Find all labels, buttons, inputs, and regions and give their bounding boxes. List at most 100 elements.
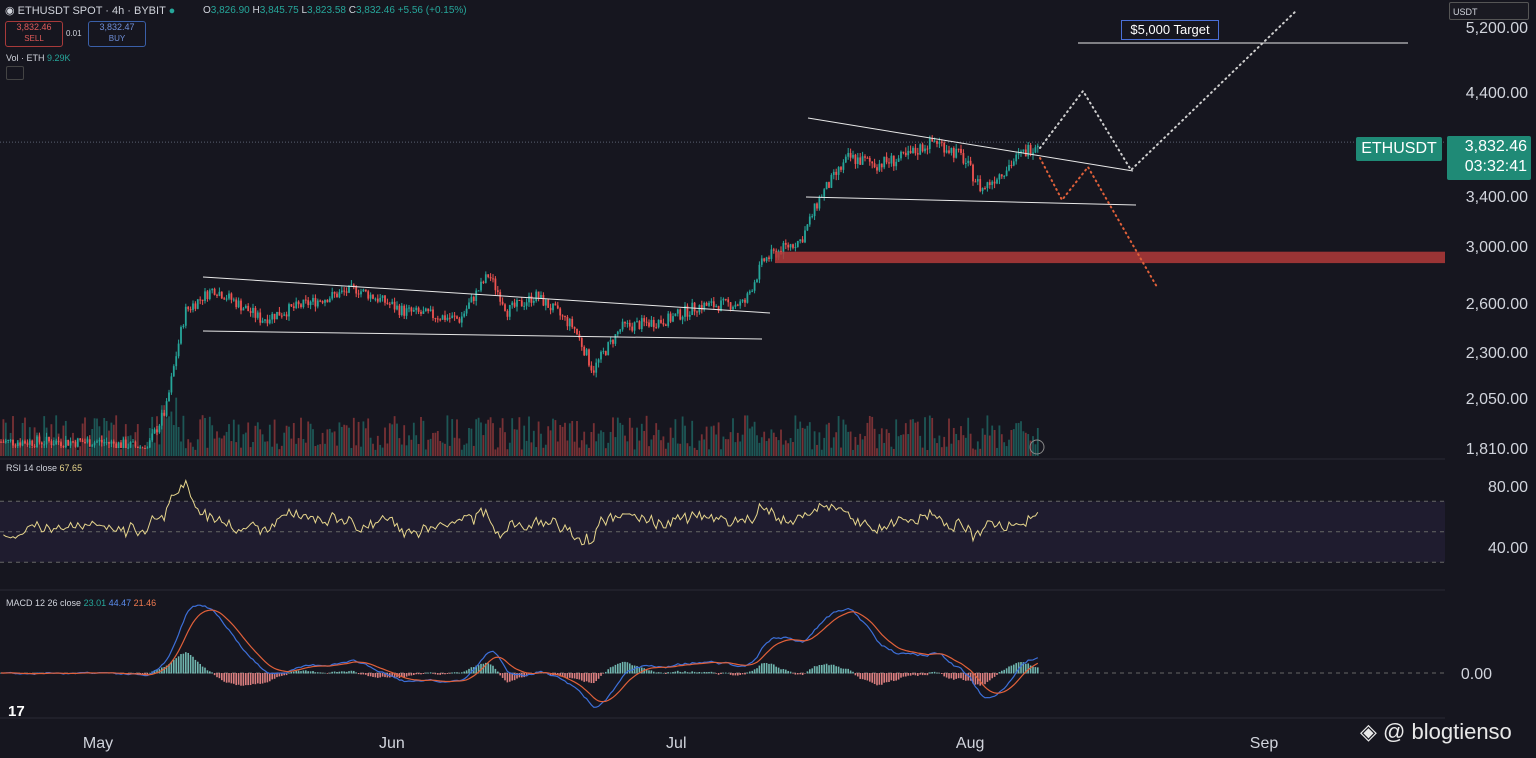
- candle-body: [768, 257, 770, 259]
- buy-button[interactable]: 3,832.47 BUY: [88, 21, 146, 47]
- volume-bar: [62, 425, 65, 456]
- volume-bar: [247, 422, 250, 456]
- macd-histogram-bar: [907, 673, 909, 676]
- volume-bar: [470, 428, 473, 456]
- macd-histogram-bar: [1027, 663, 1029, 674]
- candle-body: [211, 288, 214, 291]
- volume-bar: [712, 425, 715, 456]
- macd-histogram-bar: [276, 673, 278, 678]
- candle-body: [640, 318, 643, 330]
- candle-body: [4, 440, 7, 443]
- macd-histogram-bar: [189, 654, 192, 674]
- candle-body: [345, 291, 348, 293]
- volume-bar: [583, 431, 586, 456]
- candle-body: [828, 182, 830, 188]
- candle-body: [1000, 174, 1003, 177]
- candle-body: [276, 311, 278, 320]
- volume-bar: [818, 432, 821, 456]
- candle-body: [338, 292, 341, 298]
- candle-body: [208, 290, 211, 300]
- candle-body: [873, 163, 876, 168]
- currency-selector[interactable]: USDT: [1449, 2, 1529, 20]
- volume-bar: [2, 419, 5, 456]
- volume-bar: [871, 416, 874, 456]
- volume-bar: [720, 449, 722, 456]
- candle-body: [439, 319, 442, 321]
- macd-histogram-bar: [645, 669, 648, 674]
- candle-body: [26, 443, 29, 445]
- volume-bar: [144, 448, 146, 456]
- candle-body: [667, 313, 670, 326]
- macd-histogram-bar: [912, 673, 914, 675]
- candle-body: [1029, 145, 1032, 155]
- volume-bar: [348, 427, 350, 456]
- volume-bar: [276, 443, 278, 456]
- candle-body: [302, 299, 305, 308]
- volume-bar: [897, 436, 900, 456]
- macd-histogram-bar: [689, 672, 691, 674]
- macd-histogram-bar: [607, 669, 609, 674]
- volume-bar: [564, 422, 566, 456]
- volume-bar: [859, 433, 862, 456]
- macd-histogram-bar: [561, 673, 564, 677]
- candle-body: [28, 440, 31, 445]
- volume-bar: [643, 430, 646, 456]
- volume-bar: [501, 418, 504, 456]
- macd-histogram-bar: [576, 673, 578, 680]
- volume-bar: [300, 417, 302, 456]
- symbol-title[interactable]: ◉ ETHUSDT SPOT · 4h · BYBIT ●: [5, 4, 175, 17]
- volume-bar: [823, 437, 826, 456]
- volume-bar: [309, 423, 312, 456]
- candle-body: [288, 304, 290, 317]
- candle-body: [259, 312, 262, 323]
- volume-bar: [324, 443, 326, 456]
- candle-body: [261, 320, 264, 323]
- candle-body: [367, 291, 370, 299]
- candle-body: [235, 299, 238, 308]
- candle-body: [974, 181, 977, 183]
- volume-bar: [585, 444, 588, 456]
- candle-body: [357, 293, 360, 295]
- candle-body: [945, 150, 948, 153]
- volume-bar: [120, 449, 122, 456]
- volume-bar: [636, 427, 638, 456]
- macd-histogram-bar: [950, 673, 953, 679]
- candle-body: [988, 182, 991, 185]
- volume-bar: [446, 415, 449, 456]
- sell-button[interactable]: 3,832.46 SELL: [5, 21, 63, 47]
- candle-body: [933, 140, 936, 142]
- candle-body: [518, 300, 521, 302]
- candle-body: [9, 439, 12, 441]
- volume-bar: [554, 420, 557, 456]
- macd-histogram-bar: [619, 663, 621, 674]
- macd-histogram-bar: [823, 664, 825, 674]
- volume-bar: [916, 421, 919, 456]
- volume-bar: [972, 448, 974, 456]
- macd-histogram-bar: [701, 672, 703, 674]
- macd-histogram-bar: [307, 671, 309, 674]
- candle-body: [196, 299, 199, 309]
- volume-bar: [590, 432, 593, 456]
- volume-bar: [547, 426, 550, 456]
- volume-bar: [43, 416, 46, 456]
- candle-body: [136, 446, 139, 448]
- macd-histogram-bar: [600, 673, 602, 676]
- volume-bar: [945, 446, 948, 456]
- candle-body: [295, 301, 298, 309]
- volume-bar: [220, 438, 223, 456]
- macd-histogram-bar: [789, 671, 792, 674]
- volume-bar: [285, 425, 288, 456]
- macd-histogram-bar: [405, 673, 408, 677]
- macd-histogram-bar: [936, 672, 938, 674]
- rsi-legend: RSI 14 close 67.65: [6, 463, 83, 473]
- volume-bar: [1003, 442, 1006, 456]
- candle-body: [110, 441, 113, 444]
- candle-body: [880, 163, 883, 168]
- volume-bar: [602, 432, 605, 456]
- volume-bar: [496, 447, 499, 456]
- candle-body: [900, 151, 902, 159]
- macd-histogram-bar: [859, 673, 861, 679]
- bearish-projection: [1039, 157, 1158, 288]
- collapse-legend-button[interactable]: [6, 66, 24, 80]
- volume-bar: [67, 449, 70, 456]
